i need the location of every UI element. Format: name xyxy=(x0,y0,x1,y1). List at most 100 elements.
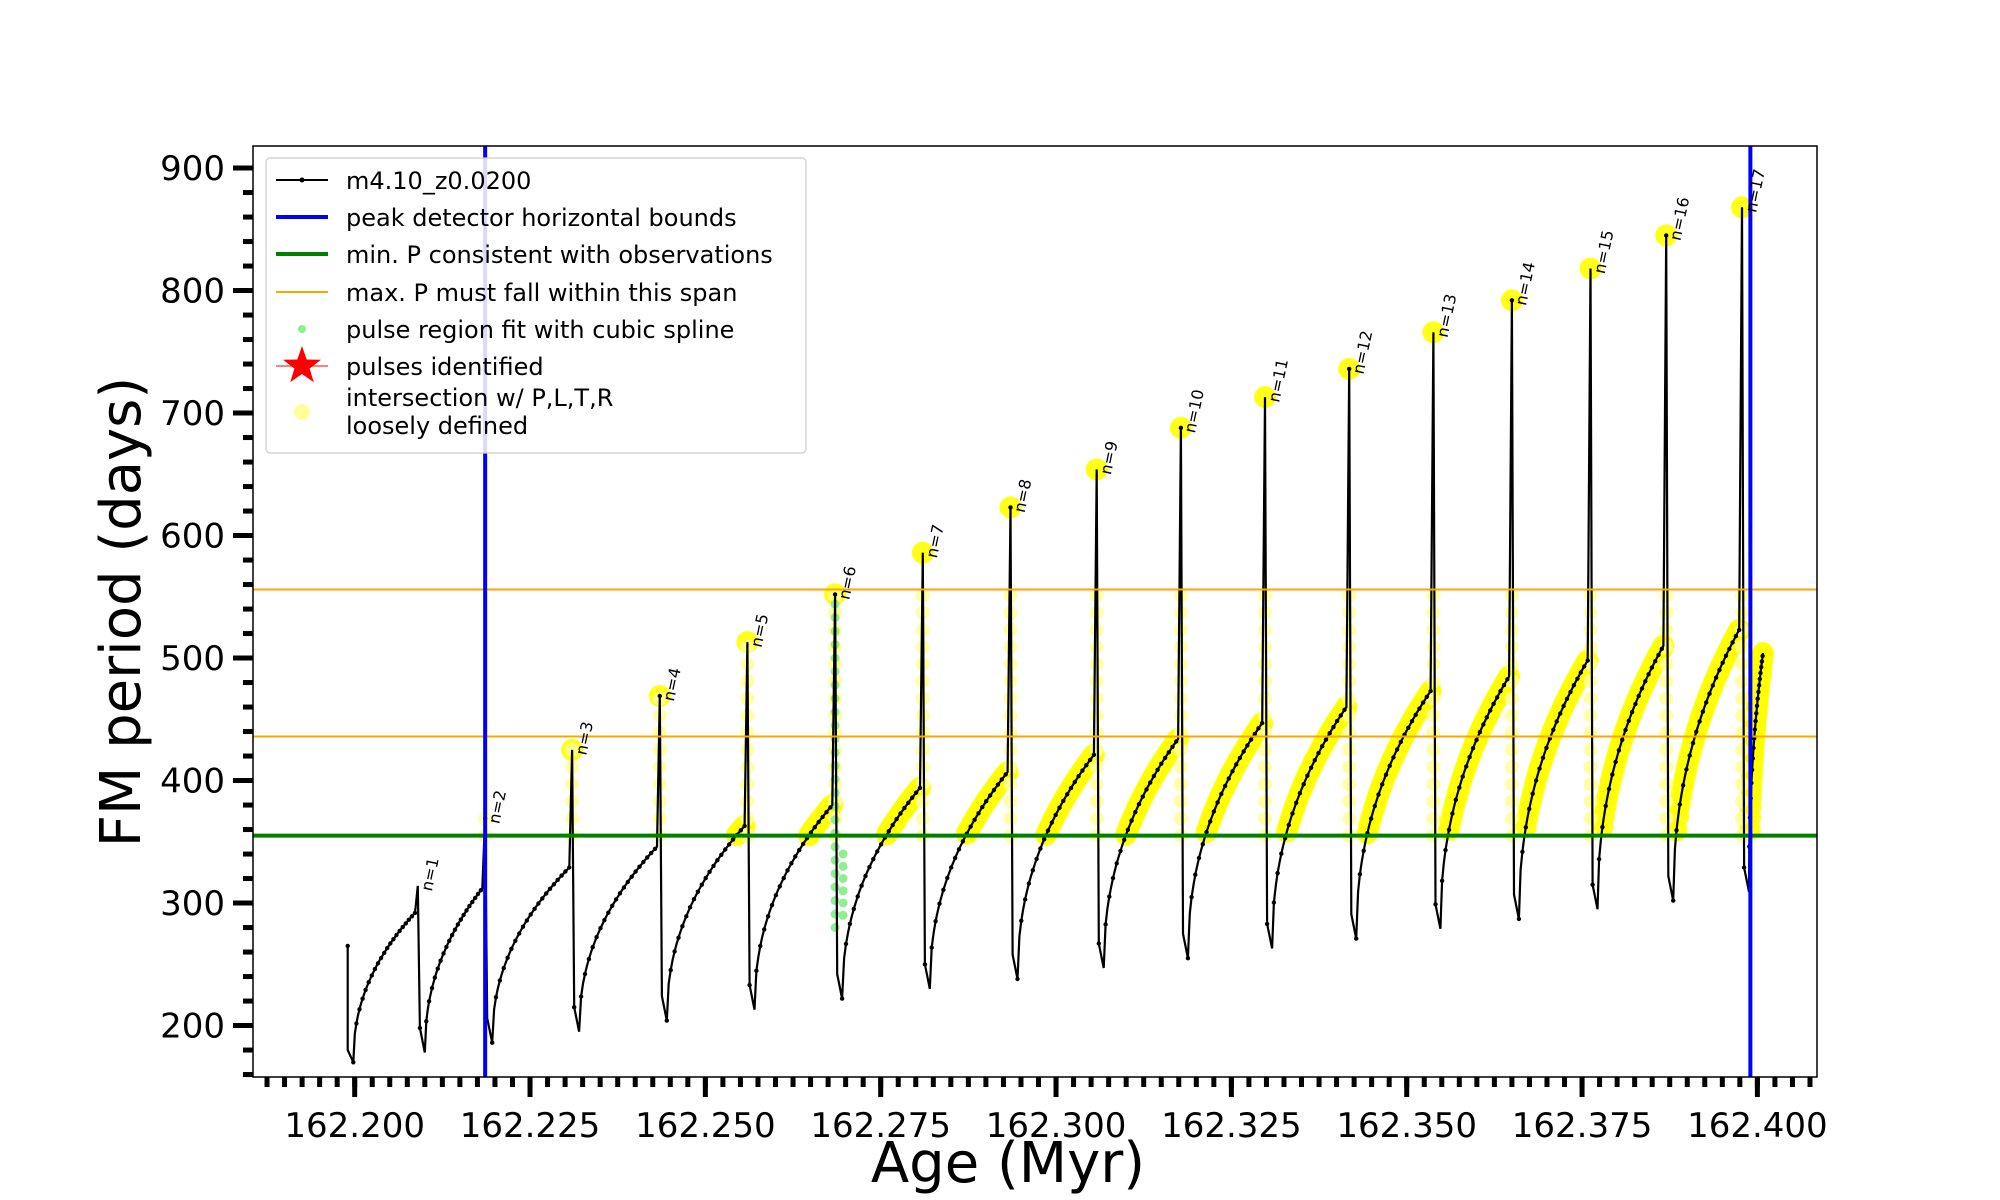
series-marker xyxy=(394,932,399,938)
intersection-marker xyxy=(1426,742,1441,757)
series-marker xyxy=(1610,772,1615,777)
series-marker xyxy=(991,787,997,793)
series-marker xyxy=(1159,761,1164,766)
series-marker xyxy=(968,824,973,829)
series-marker xyxy=(1327,731,1332,736)
series-marker xyxy=(1200,842,1206,847)
series-marker xyxy=(578,994,584,999)
series-marker xyxy=(1320,744,1325,749)
axes: 162.200 162.225 162.250 162.275 162.300 162.3… xyxy=(160,145,1828,1146)
spline-marker xyxy=(830,882,840,892)
legend-label: pulses identified xyxy=(346,353,544,381)
intersection-marker xyxy=(1504,777,1519,792)
series-marker xyxy=(357,1007,362,1012)
series-marker xyxy=(625,879,630,885)
series-marker xyxy=(1338,713,1344,718)
series-marker xyxy=(1697,719,1702,724)
series-marker xyxy=(707,869,712,874)
series-marker xyxy=(820,814,825,820)
intersection-marker xyxy=(1659,657,1674,672)
series-marker xyxy=(517,931,522,936)
series-marker xyxy=(1248,737,1254,742)
series-marker xyxy=(1713,675,1719,680)
series-marker xyxy=(1368,816,1374,821)
series-marker xyxy=(1754,711,1759,716)
intersection-marker xyxy=(1735,777,1749,792)
series-marker xyxy=(1457,785,1462,790)
series-marker xyxy=(1264,921,1270,927)
pulse-label: n=8 xyxy=(1010,477,1036,514)
series-marker xyxy=(1481,722,1486,727)
series-marker xyxy=(933,919,938,924)
intersection-marker xyxy=(1426,708,1441,723)
series-marker xyxy=(1189,894,1194,900)
series-marker xyxy=(1433,902,1438,907)
intersection-marker xyxy=(1659,674,1674,689)
pulse-label: n=10 xyxy=(1180,388,1208,435)
series-marker xyxy=(949,865,954,870)
series-marker xyxy=(602,917,607,923)
series-marker xyxy=(598,926,603,931)
series-marker xyxy=(773,893,779,898)
intersection-marker xyxy=(1504,760,1519,775)
spline-marker xyxy=(838,874,848,883)
series-marker xyxy=(789,861,794,866)
series-marker xyxy=(524,918,530,923)
series-marker xyxy=(1107,894,1112,899)
series-marker xyxy=(1030,868,1036,873)
series-marker xyxy=(1057,805,1062,810)
series-marker xyxy=(1643,679,1648,684)
intersection-marker xyxy=(1583,674,1598,689)
series-marker xyxy=(1707,691,1712,696)
series-marker xyxy=(1568,689,1573,695)
intersection-marker xyxy=(1659,708,1674,723)
series-marker xyxy=(464,908,469,913)
series-marker xyxy=(406,917,411,922)
series-marker xyxy=(1312,758,1318,763)
legend-item: pulses identified xyxy=(276,346,544,383)
series-marker xyxy=(1684,767,1689,772)
intersection-marker xyxy=(1089,777,1104,792)
series-marker xyxy=(1720,660,1725,665)
intersection-marker xyxy=(1583,622,1598,637)
series-marker xyxy=(1639,686,1645,691)
series-marker xyxy=(1759,659,1765,664)
intersection-marker xyxy=(1003,794,1018,809)
series-marker xyxy=(378,955,384,961)
series-marker xyxy=(1286,822,1292,828)
series-marker xyxy=(1759,664,1764,670)
series-marker xyxy=(824,809,829,815)
series-marker xyxy=(664,1018,669,1023)
series-marker xyxy=(1687,753,1692,758)
intersection-marker xyxy=(1426,760,1441,775)
series-marker xyxy=(972,817,977,822)
intersection-marker xyxy=(1003,742,1018,757)
intersection-marker xyxy=(1426,674,1441,689)
series-marker xyxy=(1671,898,1676,903)
intersection-marker xyxy=(1342,742,1357,757)
series-marker xyxy=(1222,783,1228,789)
series-marker xyxy=(1133,809,1138,815)
pulse-label: n=9 xyxy=(1096,439,1122,476)
series-marker xyxy=(629,874,634,879)
series-marker xyxy=(547,886,553,891)
series-marker xyxy=(478,888,484,893)
series-marker xyxy=(1564,696,1570,701)
pulse-label: n=11 xyxy=(1264,357,1292,404)
intersection-marker xyxy=(1735,794,1749,809)
series-marker xyxy=(490,1040,495,1045)
series-marker xyxy=(637,864,642,869)
series-marker xyxy=(544,891,549,896)
series-marker xyxy=(1544,745,1549,750)
series-marker xyxy=(417,1025,423,1031)
series-marker xyxy=(1290,811,1295,816)
intersection-marker xyxy=(1659,794,1674,809)
series-marker xyxy=(412,910,418,916)
intersection-marker xyxy=(1735,640,1749,654)
series-marker xyxy=(1049,820,1055,825)
spline-marker xyxy=(830,855,840,865)
series-marker xyxy=(987,793,993,798)
intersection-marker xyxy=(1659,742,1674,757)
series-marker xyxy=(1741,865,1747,870)
series-marker xyxy=(452,927,458,932)
